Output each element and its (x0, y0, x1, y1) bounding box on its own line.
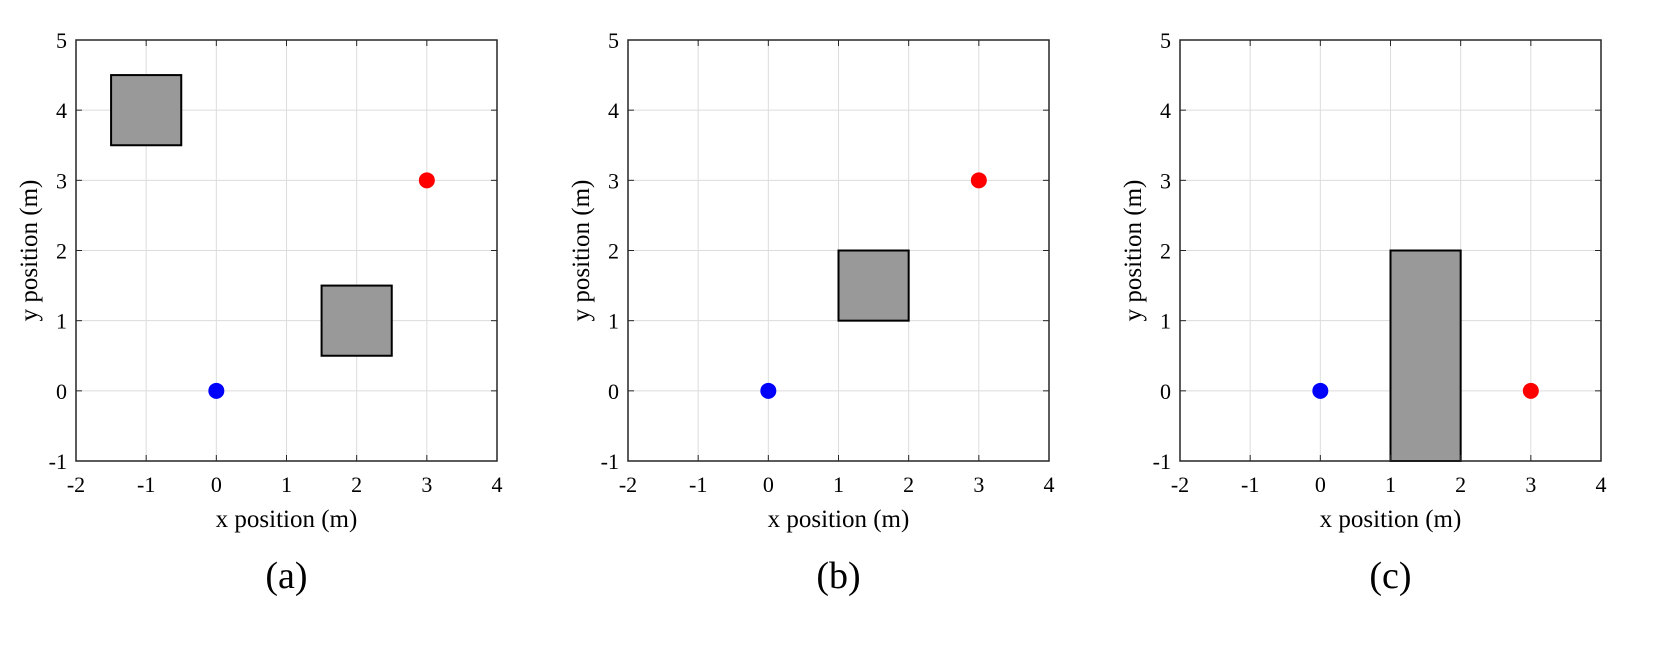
x-axis-label: x position (m) (216, 506, 358, 533)
x-tick-label: -2 (619, 472, 637, 497)
panel-caption: (b) (816, 555, 860, 597)
x-tick-label: -2 (1171, 472, 1189, 497)
x-tick-label: 4 (1044, 472, 1055, 497)
y-tick-label: -1 (49, 449, 67, 474)
goal-point (1522, 382, 1539, 399)
y-tick-label: 0 (56, 379, 67, 404)
goal-point (418, 172, 435, 189)
y-axis-label: y position (m) (1120, 180, 1147, 322)
obstacle-box (320, 284, 393, 357)
panel-a: -2 -1 0 1 2 3 4 -1 0 1 2 3 4 5 x position (m) y positio… (0, 0, 552, 653)
x-tick-label: -1 (137, 472, 155, 497)
y-tick-label: 2 (56, 239, 67, 264)
panel-b: -2 -1 0 1 2 3 4 -1 0 1 2 3 4 5 x position (m) y positio… (552, 0, 1104, 653)
panel-caption: (a) (265, 555, 307, 597)
obstacle-box (1389, 249, 1462, 462)
x-tick-label: 3 (421, 472, 432, 497)
y-tick-label: 1 (56, 309, 67, 334)
start-point (1312, 382, 1329, 399)
y-tick-label: 1 (608, 309, 619, 334)
x-tick-label: 3 (1525, 472, 1536, 497)
y-tick-label: 5 (1160, 28, 1171, 53)
x-tick-label: 2 (351, 472, 362, 497)
obstacle-box (837, 249, 910, 322)
x-tick-label: 1 (1385, 472, 1396, 497)
y-tick-label: 3 (56, 168, 67, 193)
y-tick-label: -1 (601, 449, 619, 474)
x-tick-label: -1 (689, 472, 707, 497)
y-tick-label: 2 (1160, 239, 1171, 264)
y-tick-label: 2 (608, 239, 619, 264)
x-tick-label: -1 (1241, 472, 1259, 497)
goal-point (970, 172, 987, 189)
x-tick-label: 0 (211, 472, 222, 497)
panel-c: -2 -1 0 1 2 3 4 -1 0 1 2 3 4 5 x position (m) y positio… (1104, 0, 1656, 653)
x-tick-label: 3 (973, 472, 984, 497)
x-tick-label: 1 (833, 472, 844, 497)
start-point (760, 382, 777, 399)
x-axis-label: x position (m) (768, 506, 910, 533)
panel-caption: (c) (1369, 555, 1411, 597)
y-tick-label: 4 (56, 98, 67, 123)
y-tick-label: -1 (1153, 449, 1171, 474)
y-axis-label: y position (m) (16, 180, 43, 322)
y-tick-label: 5 (56, 28, 67, 53)
y-tick-label: 0 (608, 379, 619, 404)
x-tick-label: 2 (903, 472, 914, 497)
y-tick-label: 4 (608, 98, 619, 123)
x-axis-label: x position (m) (1320, 506, 1462, 533)
y-tick-label: 1 (1160, 309, 1171, 334)
y-tick-label: 0 (1160, 379, 1171, 404)
x-tick-label: 1 (281, 472, 292, 497)
x-tick-label: 0 (763, 472, 774, 497)
start-point (208, 382, 225, 399)
y-tick-label: 3 (608, 168, 619, 193)
x-tick-label: -2 (67, 472, 85, 497)
x-tick-label: 2 (1455, 472, 1466, 497)
y-tick-label: 3 (1160, 168, 1171, 193)
y-tick-label: 4 (1160, 98, 1171, 123)
y-tick-label: 5 (608, 28, 619, 53)
x-tick-label: 0 (1315, 472, 1326, 497)
y-axis-label: y position (m) (568, 180, 595, 322)
x-tick-label: 4 (492, 472, 503, 497)
obstacle-box (110, 74, 183, 147)
x-tick-label: 4 (1596, 472, 1607, 497)
